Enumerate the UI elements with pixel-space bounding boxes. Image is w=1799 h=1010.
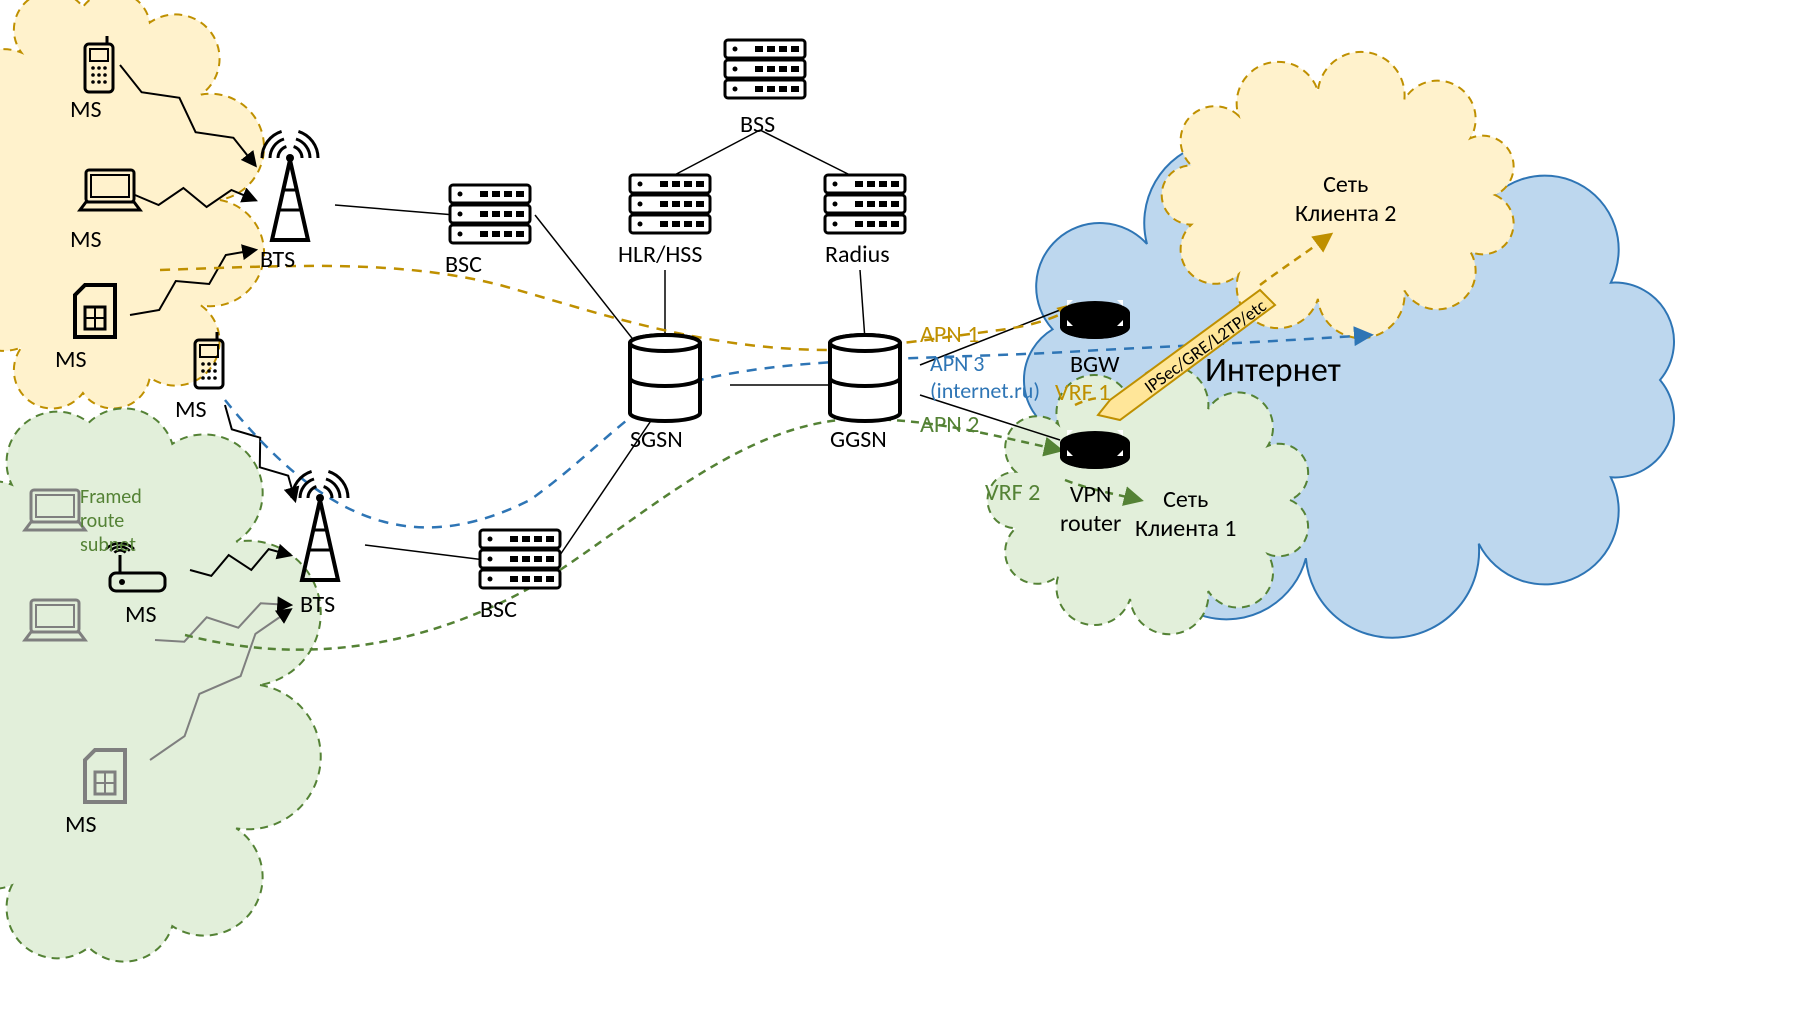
rack-icon (480, 530, 560, 588)
label-vrf2: VRF 2 (985, 478, 1040, 507)
router-icon (1060, 430, 1130, 469)
label-ms1: MS (70, 95, 102, 124)
label-vpn: VPN router (1060, 480, 1121, 538)
db-icon (830, 335, 900, 421)
label-ggsn: GGSN (830, 425, 887, 454)
label-client1: Сеть Клиента 1 (1135, 485, 1236, 543)
rack-icon (630, 175, 710, 233)
label-sgsn: SGSN (630, 425, 683, 454)
label-bts2: BTS (300, 590, 335, 619)
label-framed: Framed route subnet (80, 485, 142, 557)
label-bsc1: BSC (445, 250, 482, 279)
label-bsc2: BSC (480, 595, 517, 624)
antenna-icon (262, 131, 318, 240)
edge-0 (335, 205, 455, 215)
label-bgw: BGW (1070, 350, 1119, 379)
router-icon (1060, 300, 1130, 339)
label-ms3: MS (55, 345, 87, 374)
label-radius: Radius (825, 240, 890, 269)
label-ms5: MS (125, 600, 157, 629)
rack-icon (825, 175, 905, 233)
label-hlr: HLR/HSS (618, 240, 702, 269)
rack-icon (725, 40, 805, 98)
label-ms6: MS (65, 810, 97, 839)
db-icon (630, 335, 700, 421)
label-apn3: APN 3 (internet.ru) (930, 350, 1040, 404)
label-ms4: MS (175, 395, 207, 424)
edge-3 (560, 400, 665, 555)
label-apn1: APN 1 (920, 320, 979, 349)
label-bts1: BTS (260, 245, 295, 274)
label-ms2: MS (70, 225, 102, 254)
label-internet: Интернет (1205, 350, 1341, 391)
label-apn2: APN 2 (920, 410, 979, 439)
edge-1 (365, 545, 485, 560)
rack-icon (450, 185, 530, 243)
label-bss: BSS (740, 110, 775, 139)
label-vrf1: VRF 1 (1055, 378, 1110, 407)
edge-6 (860, 270, 865, 340)
label-client2: Сеть Клиента 2 (1295, 170, 1396, 228)
